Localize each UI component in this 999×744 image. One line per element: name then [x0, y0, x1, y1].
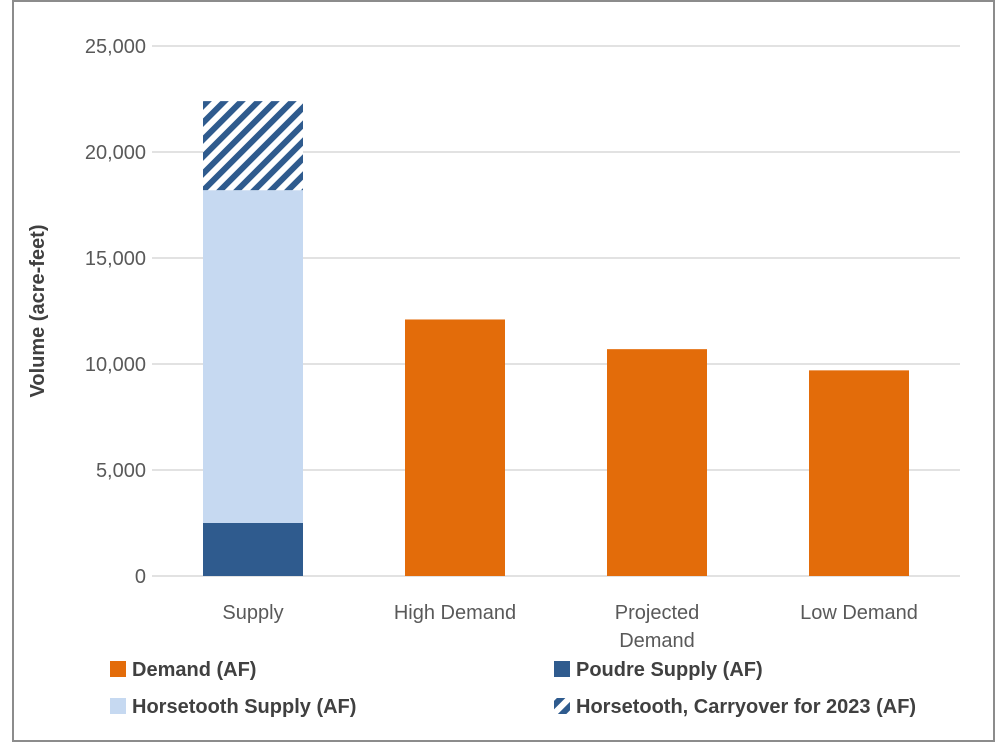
- y-tick-label: 25,000: [85, 36, 146, 58]
- x-tick-label: Low Demand: [800, 602, 918, 624]
- legend-label: Poudre Supply (AF): [576, 659, 763, 681]
- legend-swatch: [110, 661, 126, 677]
- bar-0-2: [607, 349, 707, 576]
- legend-label: Horsetooth Supply (AF): [132, 696, 356, 718]
- legend-swatch: [554, 661, 570, 677]
- bar-3-0: [203, 101, 303, 191]
- y-tick-label: 20,000: [85, 142, 146, 164]
- bar-0-3: [809, 370, 909, 576]
- x-tick-label: High Demand: [394, 602, 516, 624]
- legend: Demand (AF) Poudre Supply (AF) Horsetooth …: [110, 659, 916, 718]
- y-tick-label: 0: [135, 566, 146, 588]
- y-tick-label: 10,000: [85, 354, 146, 376]
- x-tick-label: Projected Demand: [615, 602, 700, 652]
- legend-swatch: [110, 698, 126, 714]
- bar-1-0: [203, 523, 303, 576]
- legend-swatch: [554, 698, 570, 714]
- legend-label: Horsetooth, Carryover for 2023 (AF): [576, 696, 916, 718]
- x-axis-ticks: Supply High Demand Projected Demand Low Dema…: [222, 602, 918, 652]
- y-axis-title: Volume (acre-feet): [27, 224, 49, 397]
- bar-2-0: [203, 190, 303, 523]
- legend-label: Demand (AF): [132, 659, 256, 681]
- chart-frame: 0 5,000 10,000 15,000 20,000 25,000 Supply Hig…: [12, 0, 995, 742]
- bar-0-1: [405, 319, 505, 576]
- bar-chart: 0 5,000 10,000 15,000 20,000 25,000 Supply Hig…: [27, 36, 960, 718]
- y-tick-label: 15,000: [85, 248, 146, 270]
- x-tick-label: Supply: [222, 602, 283, 624]
- bars: [203, 101, 909, 576]
- y-axis-ticks: 0 5,000 10,000 15,000 20,000 25,000: [85, 36, 146, 588]
- y-tick-label: 5,000: [96, 460, 146, 482]
